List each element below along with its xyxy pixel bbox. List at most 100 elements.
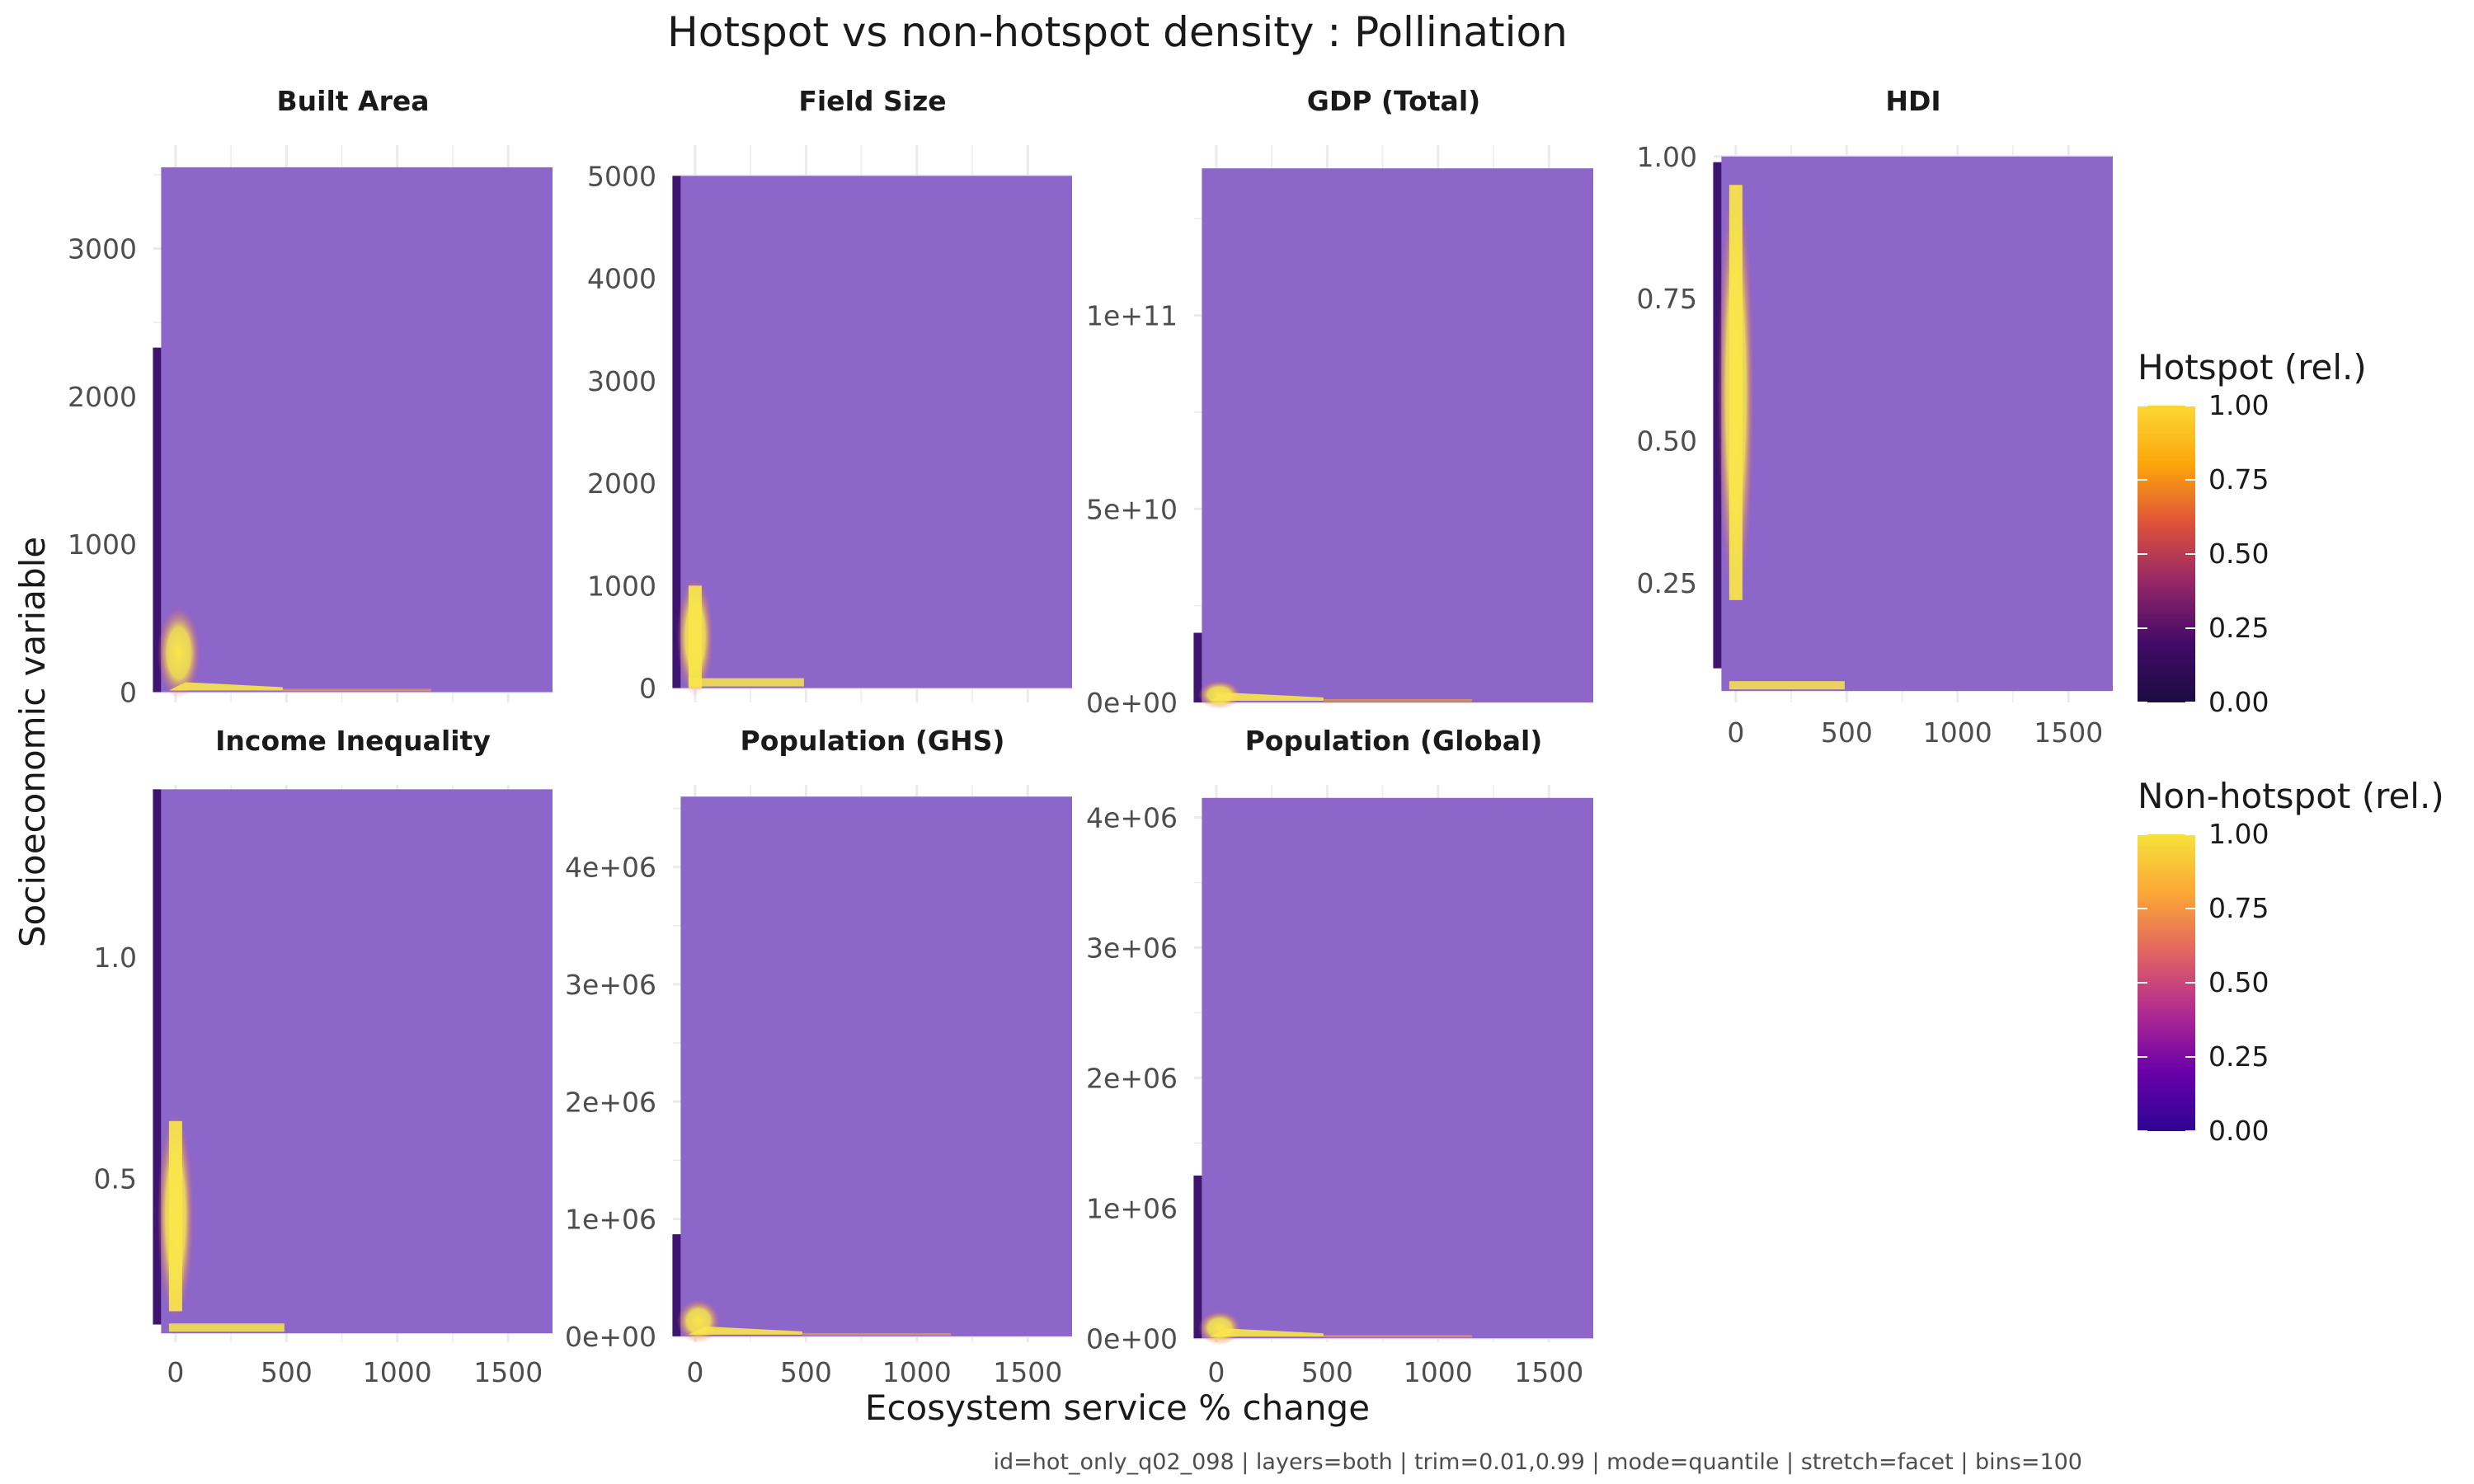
y-tick-label: 2000 <box>68 381 137 413</box>
density-streak <box>688 678 804 687</box>
y-axis-label: Socioeconomic variable <box>12 537 53 947</box>
x-axis-label: Ecosystem service % change <box>865 1388 1370 1428</box>
facet-population-ghs: Population (GHS) 0e+00 1e+06 2e+06 3e+06 4e+0… <box>565 725 1072 1388</box>
density-column <box>1729 185 1743 600</box>
hotspot-bar-population-global <box>1193 1175 1202 1339</box>
chart-caption: id=hot_only_q02_098 | layers=both | trim… <box>994 1449 2082 1475</box>
x-tick-label: 500 <box>261 1356 313 1388</box>
y-tick-label: 0.25 <box>1637 567 1697 599</box>
density-tile-built-area <box>161 167 553 693</box>
x-tick-label: 0 <box>1207 1356 1225 1388</box>
x-tick-label: 1500 <box>2034 716 2103 749</box>
strip-label-gdp-total: GDP (Total) <box>1307 85 1480 117</box>
y-tick-label: 0.50 <box>1637 425 1697 458</box>
facet-income-inequality: Income Inequality 0.5 1.0 0 500 1000 1500 <box>94 725 553 1388</box>
hotspot-bar-income-inequality <box>153 789 162 1325</box>
x-tick-label: 0 <box>686 1356 703 1388</box>
y-tick-label: 0 <box>120 676 137 708</box>
facet-hdi: HDI 0.25 0.50 0.75 1.00 0 500 1000 1500 <box>1637 85 2113 749</box>
y-tick-label: 1000 <box>68 528 137 561</box>
x-tick-label: 500 <box>1821 716 1873 749</box>
y-tick-label: 2e+06 <box>565 1086 656 1118</box>
x-tick-label: 0 <box>167 1356 184 1388</box>
legend-tick-label: 0.00 <box>2208 1115 2269 1147</box>
legend-tick-label: 0.25 <box>2208 612 2269 644</box>
legend-tick-label: 0.75 <box>2208 892 2269 924</box>
y-tick-label: 1.00 <box>1637 141 1697 173</box>
density-core-hdi <box>1717 176 1845 690</box>
density-tile-population-global <box>1202 797 1593 1339</box>
legend-hotspot-rel: Hotspot (rel.)1.00 0.75 0.50 0.25 0.00 <box>2138 347 2367 718</box>
legend-tick-label: 0.50 <box>2208 966 2269 998</box>
y-tick-label: 0e+00 <box>1086 1322 1178 1355</box>
legend-tick-label: 0.75 <box>2208 463 2269 495</box>
x-tick-label: 1000 <box>1923 716 1992 749</box>
strip-label-population-ghs: Population (GHS) <box>741 725 1005 757</box>
x-tick-label: 500 <box>780 1356 832 1388</box>
hotspot-bar-built-area <box>153 347 162 693</box>
density-floor <box>1323 699 1472 702</box>
facet-gdp-total: GDP (Total) 0e+00 5e+10 1e+11 <box>1086 85 1593 719</box>
hotspot-bar-gdp-total <box>1193 632 1202 702</box>
legend-tick-label: 0.25 <box>2208 1040 2269 1073</box>
density-glow <box>676 1298 720 1343</box>
x-tick-label: 1500 <box>993 1356 1062 1388</box>
y-tick-label: 2e+06 <box>1086 1062 1178 1094</box>
y-tick-label: 0e+00 <box>1086 687 1178 719</box>
x-tick-label: 1000 <box>1404 1356 1473 1388</box>
density-tile-population-ghs <box>680 796 1072 1336</box>
density-column <box>688 585 702 688</box>
legend-tick-label: 0.50 <box>2208 538 2269 570</box>
density-floor <box>1323 1335 1472 1338</box>
y-tick-label: 3e+06 <box>565 969 656 1001</box>
density-column <box>168 1120 182 1312</box>
density-core-built-area <box>157 607 431 699</box>
y-tick-label: 4e+06 <box>1086 801 1178 834</box>
density-glow <box>1197 1310 1241 1345</box>
strip-label-hdi: HDI <box>1885 85 1940 117</box>
density-streak <box>1209 1328 1324 1337</box>
density-streak <box>168 682 283 691</box>
y-tick-label: 2000 <box>587 467 656 500</box>
density-tile-hdi <box>1721 156 2113 692</box>
x-tick-label: 1000 <box>882 1356 952 1388</box>
facet-population-global: Population (Global) 0e+00 1e+06 2e+06 3e+06 4… <box>1086 725 1593 1388</box>
y-tick-label: 4e+06 <box>565 852 656 884</box>
density-streak <box>1209 693 1324 701</box>
y-tick-label: 1.0 <box>94 942 137 974</box>
x-tick-label: 500 <box>1301 1356 1353 1388</box>
density-core-gdp-total <box>1197 680 1472 709</box>
x-tick-label: 1500 <box>473 1356 543 1388</box>
y-tick-label: 1000 <box>587 570 656 602</box>
y-tick-label: 0e+00 <box>565 1321 656 1353</box>
y-tick-label: 0.5 <box>94 1162 137 1195</box>
x-tick-label: 1500 <box>1514 1356 1583 1388</box>
density-core-population-global <box>1197 1310 1472 1345</box>
legend-title: Non-hotspot (rel.) <box>2138 776 2444 816</box>
density-streak <box>1729 681 1845 690</box>
legend-tick-label: 1.00 <box>2208 389 2269 421</box>
density-floor <box>282 688 431 692</box>
y-tick-label: 5e+10 <box>1086 493 1178 525</box>
legend-title: Hotspot (rel.) <box>2138 347 2367 387</box>
density-streak <box>168 1323 285 1332</box>
strip-label-population-global: Population (Global) <box>1245 725 1543 757</box>
y-tick-label: 0.75 <box>1637 283 1697 315</box>
legend-non-hotspot-rel: Non-hotspot (rel.)1.00 0.75 0.50 0.25 0.00 <box>2138 776 2444 1147</box>
y-tick-label: 1e+06 <box>1086 1192 1178 1224</box>
y-tick-label: 1e+06 <box>565 1204 656 1236</box>
density-core-field-size <box>676 577 804 697</box>
hotspot-bar-population-ghs <box>672 1234 681 1336</box>
density-streak <box>688 1326 802 1335</box>
chart-title: Hotspot vs non-hotspot density : Pollina… <box>667 8 1568 56</box>
hotspot-bar-hdi <box>1713 162 1722 669</box>
legend-tick-label: 0.00 <box>2208 686 2269 718</box>
strip-label-built-area: Built Area <box>277 85 430 117</box>
density-glow <box>1197 680 1241 709</box>
y-tick-label: 3000 <box>68 233 137 265</box>
density-tile-gdp-total <box>1202 168 1593 702</box>
y-tick-label: 1e+11 <box>1086 300 1178 332</box>
y-tick-label: 5000 <box>587 160 656 192</box>
y-tick-label: 3000 <box>587 365 656 397</box>
